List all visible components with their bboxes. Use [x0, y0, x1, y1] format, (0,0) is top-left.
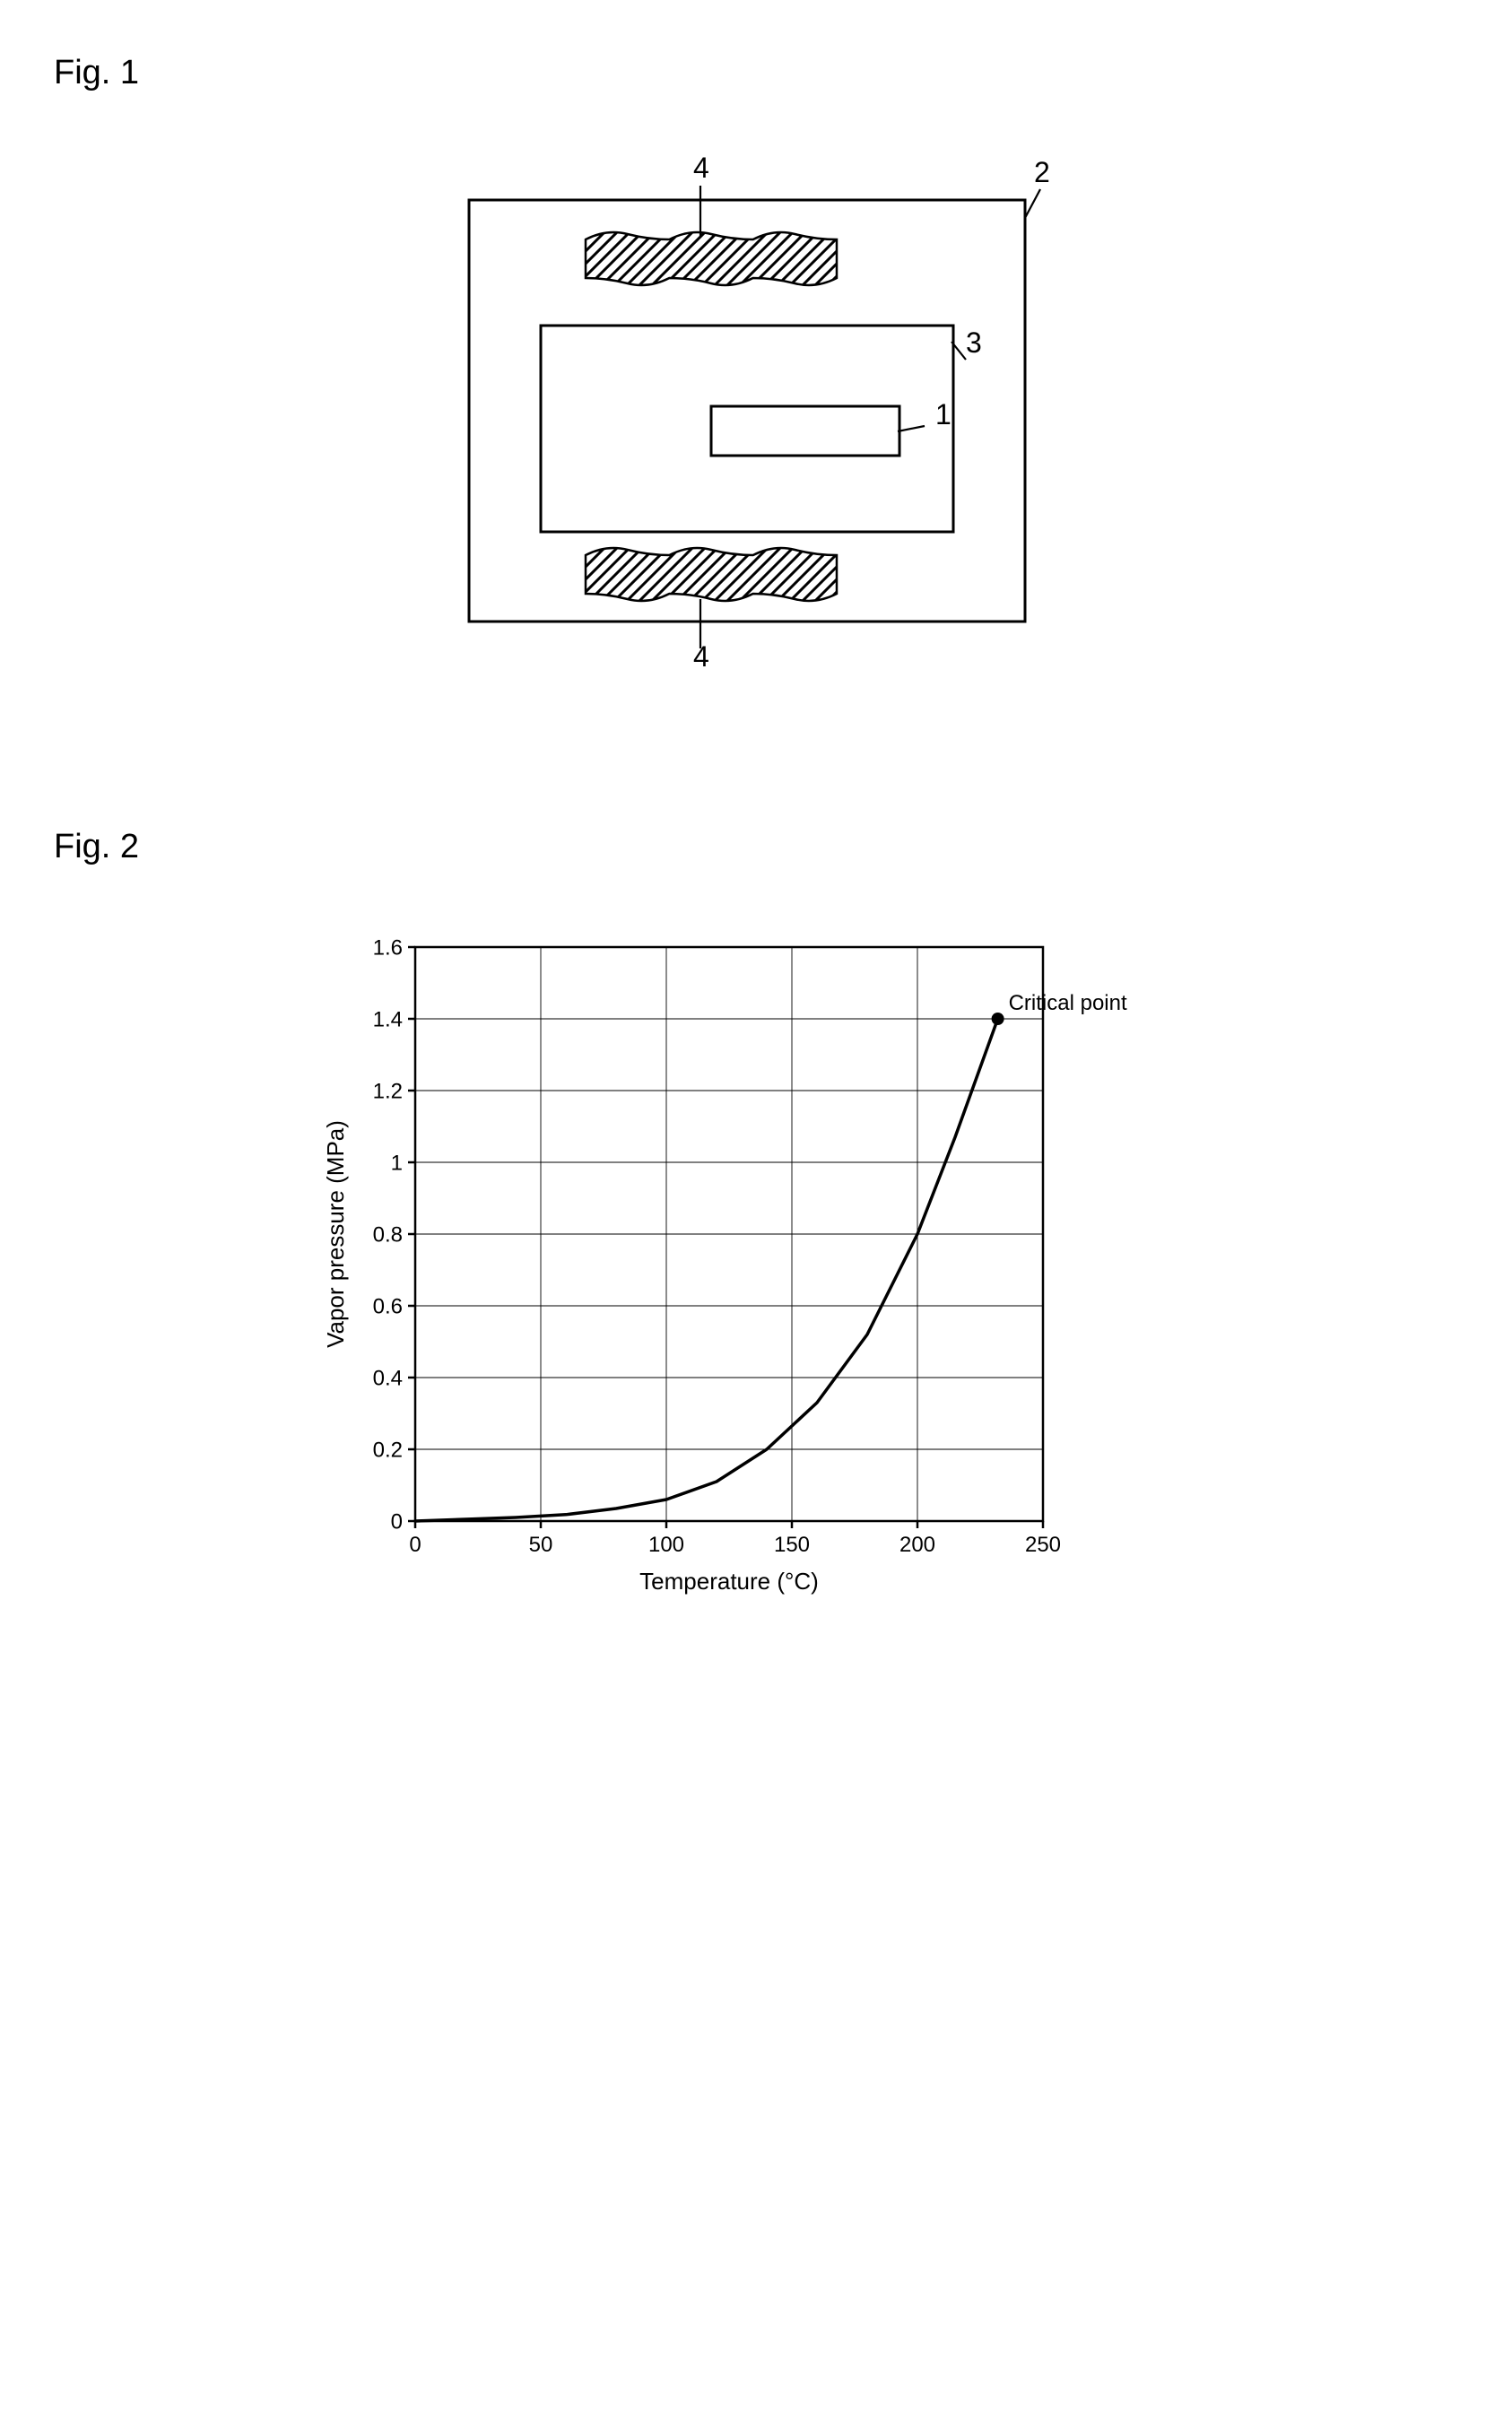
critical-point-label: Critical point	[1009, 991, 1127, 1015]
x-tick-label: 250	[1025, 1533, 1061, 1557]
x-tick-label: 200	[899, 1533, 935, 1557]
sample-box	[711, 406, 899, 456]
x-tick-label: 100	[648, 1533, 684, 1557]
callout-label-2: 2	[1034, 156, 1050, 188]
leader-line	[1025, 189, 1040, 218]
y-tick-label: 0	[391, 1509, 403, 1534]
fig2-label: Fig. 2	[54, 828, 1458, 866]
y-tick-label: 1.2	[373, 1079, 403, 1103]
callout-label-1: 1	[935, 398, 952, 430]
y-tick-label: 1.4	[373, 1007, 403, 1031]
y-tick-label: 0.2	[373, 1438, 403, 1462]
y-tick-label: 0.8	[373, 1222, 403, 1247]
y-tick-label: 0.6	[373, 1294, 403, 1318]
y-axis-label: Vapor pressure (MPa)	[322, 1120, 349, 1348]
fig2-chart: 0 50 100 150 200 250 0 0.2 0.4 0.6 0.8 1 1.2 1.4 1.6 Te…	[299, 929, 1213, 1647]
callout-label-3: 3	[966, 326, 982, 359]
y-tick-label: 1	[391, 1151, 403, 1175]
callout-label-4: 4	[693, 640, 709, 673]
fig1-diagram: 4 2 3 1 4	[415, 155, 1097, 693]
y-tick-label: 1.6	[373, 935, 403, 960]
x-tick-label: 50	[529, 1533, 553, 1557]
leader-line	[898, 426, 925, 431]
critical-point-marker	[992, 1013, 1004, 1025]
fig1-label: Fig. 1	[54, 54, 1458, 92]
heater-1	[536, 545, 934, 604]
y-tick-label: 0.4	[373, 1366, 403, 1390]
heater-0	[536, 230, 934, 288]
callout-label-4: 4	[693, 155, 709, 184]
x-tick-label: 150	[774, 1533, 810, 1557]
x-axis-label: Temperature (°C)	[639, 1568, 819, 1595]
x-tick-label: 0	[409, 1533, 421, 1557]
inner-container	[541, 326, 953, 532]
